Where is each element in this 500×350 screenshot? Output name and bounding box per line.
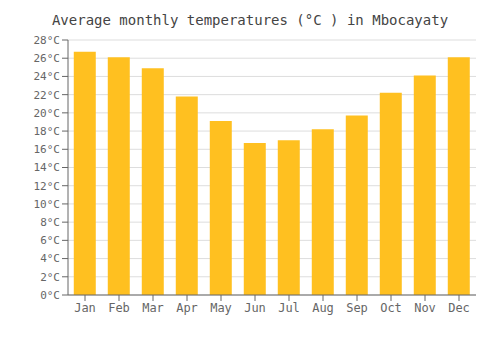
svg-text:Jan: Jan — [74, 301, 96, 315]
svg-text:2°C: 2°C — [40, 271, 60, 284]
svg-text:28°C: 28°C — [34, 34, 61, 47]
svg-text:20°C: 20°C — [34, 107, 61, 120]
svg-text:24°C: 24°C — [34, 70, 61, 83]
svg-text:Nov: Nov — [414, 301, 436, 315]
svg-text:Jul: Jul — [278, 301, 300, 315]
svg-text:Sep: Sep — [346, 301, 368, 315]
svg-text:May: May — [210, 301, 232, 315]
svg-text:10°C: 10°C — [34, 198, 61, 211]
svg-text:0°C: 0°C — [40, 289, 60, 302]
svg-text:Jun: Jun — [244, 301, 266, 315]
svg-text:Dec: Dec — [448, 301, 470, 315]
svg-text:4°C: 4°C — [40, 252, 60, 265]
svg-text:14°C: 14°C — [34, 161, 61, 174]
svg-text:16°C: 16°C — [34, 143, 61, 156]
svg-text:Feb: Feb — [108, 301, 130, 315]
svg-text:12°C: 12°C — [34, 180, 61, 193]
svg-text:Oct: Oct — [380, 301, 402, 315]
svg-text:26°C: 26°C — [34, 52, 61, 65]
svg-text:18°C: 18°C — [34, 125, 61, 138]
svg-text:Apr: Apr — [176, 301, 198, 315]
html-text:Average monthly temperatures (: Average monthly temperatures (°C ) in Mb… — [51, 12, 449, 28]
svg-text:6°C: 6°C — [40, 234, 60, 247]
svg-text:Mar: Mar — [142, 301, 164, 315]
svg-text:8°C: 8°C — [40, 216, 60, 229]
svg-text:22°C: 22°C — [34, 89, 61, 102]
svg-text:Aug: Aug — [312, 301, 334, 315]
